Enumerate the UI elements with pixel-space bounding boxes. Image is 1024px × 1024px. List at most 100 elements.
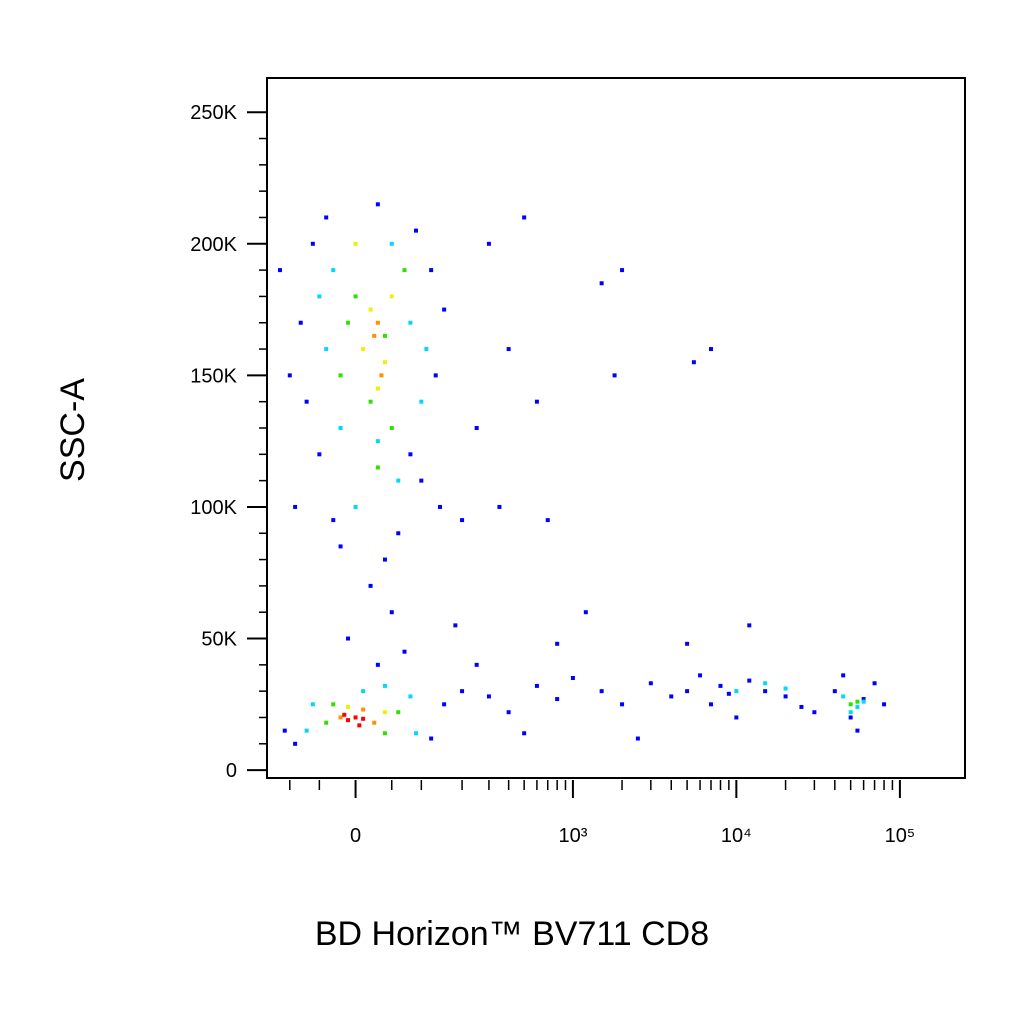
event-dot (747, 623, 752, 628)
event-dot (293, 741, 298, 746)
event-dot (396, 531, 401, 536)
event-dot (282, 728, 287, 733)
x-tick-label: 10⁵ (885, 825, 916, 847)
x-axis-title: BD Horizon™ BV711 CD8 (315, 915, 709, 953)
event-dot (375, 202, 380, 207)
event-dot (474, 426, 479, 430)
event-dot (570, 676, 575, 680)
event-dot (433, 373, 438, 378)
event-dot (331, 518, 336, 523)
event-dot (287, 373, 292, 378)
event-dot (396, 710, 401, 715)
event-dot (361, 716, 366, 721)
event-dot (389, 241, 394, 246)
event-dot (408, 452, 413, 457)
event-dot (353, 715, 358, 720)
event-dot (848, 702, 853, 707)
event-dot (534, 399, 539, 404)
event-dot (635, 736, 640, 741)
event-dot (460, 518, 465, 523)
event-dot (855, 728, 860, 733)
event-dot (442, 307, 447, 312)
event-dot (368, 399, 373, 404)
event-dot (460, 689, 465, 694)
event-dot (402, 649, 407, 654)
y-tick-label: 250K (190, 102, 237, 124)
event-dot (709, 347, 714, 352)
event-dot (382, 557, 387, 562)
event-dot (453, 623, 458, 628)
event-dot (382, 731, 387, 736)
event-dot (685, 641, 690, 646)
event-dot (612, 373, 617, 378)
event-dot (368, 583, 373, 588)
event-dot (841, 694, 846, 699)
event-dot (310, 241, 315, 246)
event-dot (506, 710, 511, 715)
event-dot (346, 718, 351, 723)
event-dot (277, 268, 282, 273)
event-dot (338, 715, 343, 720)
event-dot (414, 731, 419, 736)
event-dot (375, 465, 380, 470)
event-dot (424, 347, 429, 352)
event-dot (382, 333, 387, 338)
event-dot (357, 723, 362, 728)
event-dot (379, 373, 384, 378)
event-dot (855, 699, 860, 704)
y-axis-title: SSC-A (54, 378, 92, 482)
x-tick-label: 10³ (558, 825, 587, 847)
event-dot (419, 478, 424, 483)
event-dot (486, 694, 491, 699)
event-dot (353, 241, 358, 246)
event-dot (429, 268, 434, 273)
event-dot (317, 294, 322, 299)
event-dot (698, 673, 703, 678)
event-dot (486, 241, 491, 246)
event-dot (338, 426, 343, 430)
y-tick-label: 50K (201, 629, 237, 651)
event-dot (799, 704, 804, 709)
event-dot (402, 268, 407, 273)
event-dot (382, 683, 387, 688)
event-dot (353, 504, 358, 509)
event-dot (620, 268, 625, 273)
event-dot (324, 347, 329, 352)
event-dot (396, 478, 401, 483)
event-dot (474, 662, 479, 667)
event-dot (304, 728, 309, 733)
event-dot (310, 702, 315, 707)
event-dot (734, 689, 739, 694)
event-dot (783, 694, 788, 699)
event-dot (389, 294, 394, 299)
event-dot (506, 347, 511, 352)
event-dot (726, 691, 731, 696)
event-dot (324, 215, 329, 220)
event-dot (304, 399, 309, 404)
event-dot (375, 662, 380, 667)
y-tick-label: 200K (190, 234, 237, 256)
event-dot (734, 715, 739, 720)
event-dot (620, 702, 625, 707)
event-dot (599, 281, 604, 286)
event-dot (338, 544, 343, 549)
y-tick-label: 100K (190, 497, 237, 519)
event-dot (361, 347, 366, 352)
event-dot (414, 228, 419, 233)
event-dot (747, 678, 752, 683)
event-dot (861, 697, 866, 702)
event-dot (382, 360, 387, 365)
event-dot (442, 702, 447, 707)
event-dot (669, 694, 674, 699)
event-dot (419, 399, 424, 404)
event-dot (534, 683, 539, 688)
event-dot (389, 426, 394, 430)
event-dot (555, 697, 560, 702)
event-dot (382, 710, 387, 715)
event-dot (882, 702, 887, 707)
event-dot (429, 736, 434, 741)
event-dot (293, 504, 298, 509)
event-dot (324, 720, 329, 725)
event-dot (812, 710, 817, 715)
